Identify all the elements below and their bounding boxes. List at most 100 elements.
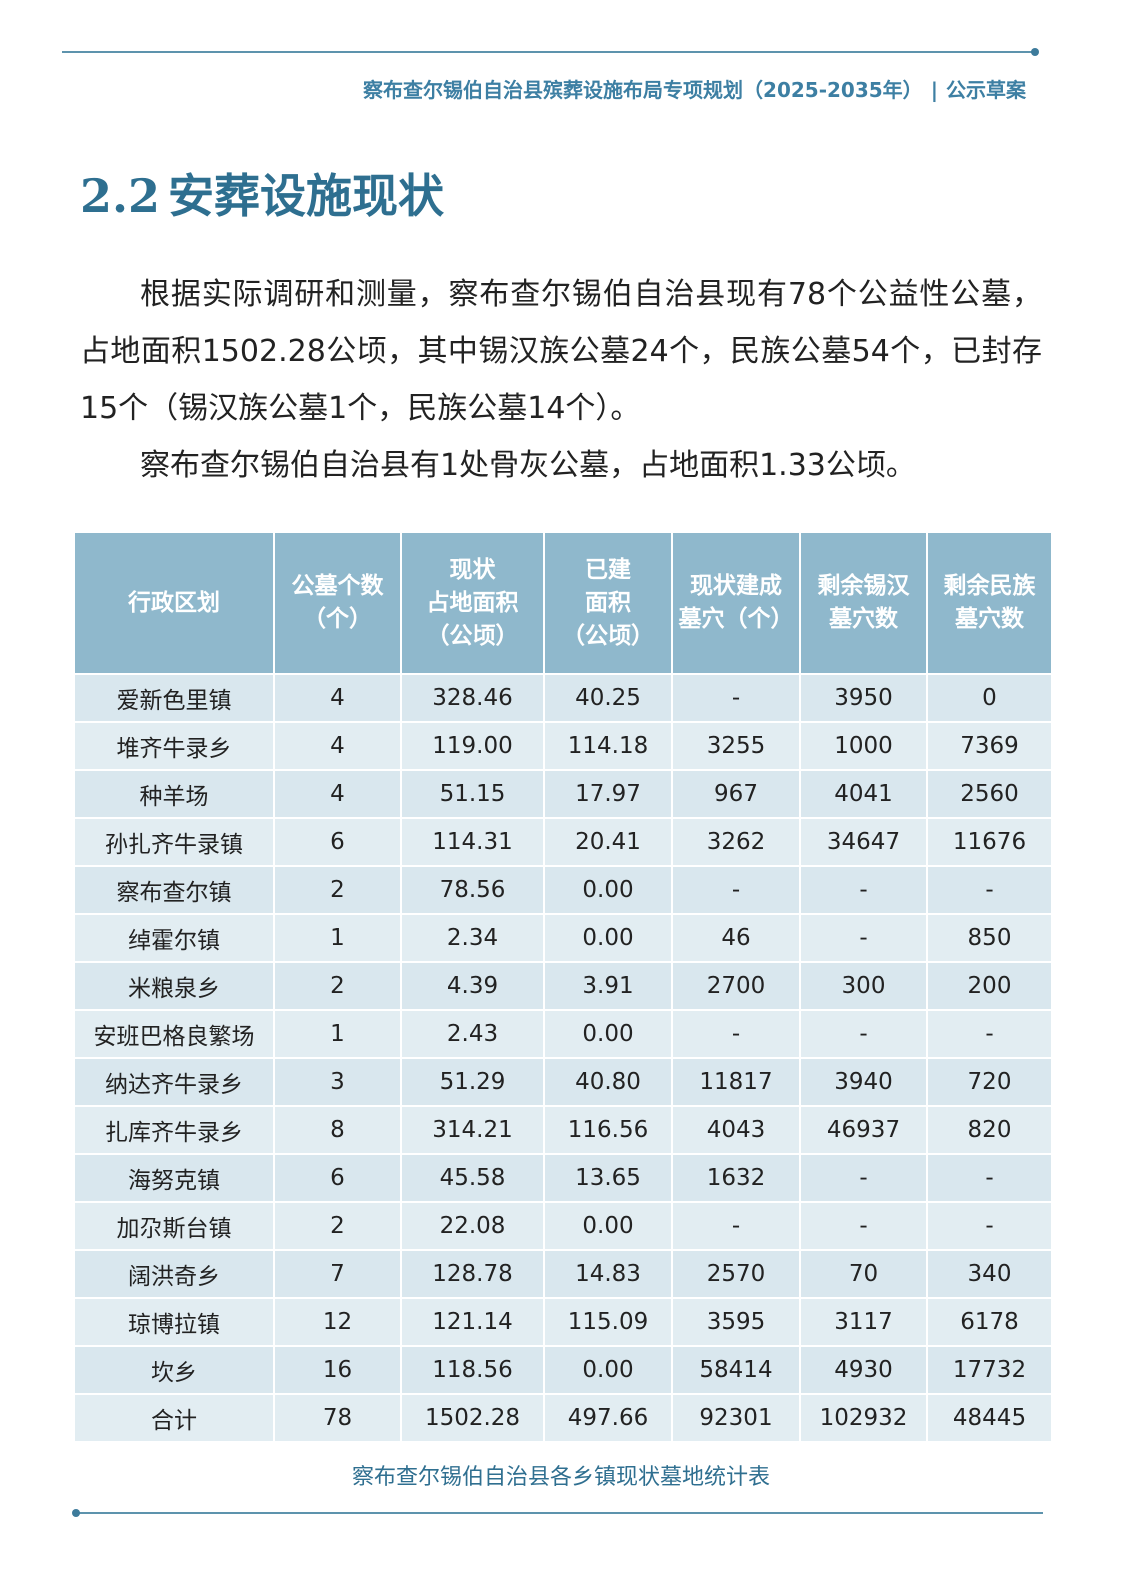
bottom-rule bbox=[75, 1512, 1043, 1514]
table-cell: 14.83 bbox=[543, 1249, 673, 1299]
table-cell: 1502.28 bbox=[400, 1393, 545, 1443]
header-title: 察布查尔锡伯自治县殡葬设施布局专项规划（2025-2035年） bbox=[363, 78, 923, 102]
table-cell: 46937 bbox=[799, 1105, 928, 1155]
table-cell: 1 bbox=[273, 1009, 402, 1059]
table-cell: 堆齐牛录乡 bbox=[73, 721, 275, 771]
body-text: 根据实际调研和测量，察布查尔锡伯自治县现有78个公益性公墓，占地面积1502.2… bbox=[80, 266, 1042, 494]
table-cell: 22.08 bbox=[400, 1201, 545, 1251]
header-row: 行政区划 公墓个数 （个） 现状 占地面积 （公顷） 已建 面积 （公顷） 现状建成 墓穴（个） 剩余… bbox=[73, 531, 1053, 675]
paragraph: 察布查尔锡伯自治县有1处骨灰公墓，占地面积1.33公顷。 bbox=[140, 448, 916, 483]
header-line: 已建 bbox=[585, 556, 631, 583]
header-line: （公顷） bbox=[562, 622, 654, 649]
table-cell: 119.00 bbox=[400, 721, 545, 771]
table-cell: 45.58 bbox=[400, 1153, 545, 1203]
table-row: 孙扎齐牛录镇 6 114.31 20.41 3262 34647 11676 bbox=[73, 817, 1053, 867]
table-cell: 20.41 bbox=[543, 817, 673, 867]
separator: | bbox=[930, 78, 938, 102]
table-cell: 114.18 bbox=[543, 721, 673, 771]
table-cell: 坎乡 bbox=[73, 1345, 275, 1395]
top-dot bbox=[1031, 48, 1039, 56]
header-line: （个） bbox=[303, 606, 372, 632]
table-cell: 720 bbox=[926, 1057, 1053, 1107]
table-cell: 17.97 bbox=[543, 769, 673, 819]
table-cell: 2 bbox=[273, 1201, 402, 1251]
table-cell: 58414 bbox=[671, 1345, 801, 1395]
table-cell: 328.46 bbox=[400, 673, 545, 723]
section-title: 安葬设施现状 bbox=[168, 169, 445, 223]
table-cell: 2570 bbox=[671, 1249, 801, 1299]
header-line: 剩余锡汉 bbox=[817, 573, 910, 599]
table-row: 阔洪奇乡 7 128.78 14.83 2570 70 340 bbox=[73, 1249, 1053, 1299]
table-cell: 种羊场 bbox=[73, 769, 275, 819]
table-cell: 0.00 bbox=[543, 1009, 673, 1059]
table-cell: 1000 bbox=[799, 721, 928, 771]
table-row: 堆齐牛录乡 4 119.00 114.18 3255 1000 7369 bbox=[73, 721, 1053, 771]
table-cell: 绰霍尔镇 bbox=[73, 913, 275, 963]
table-cell: 92301 bbox=[671, 1393, 801, 1443]
table-cell: 497.66 bbox=[543, 1393, 673, 1443]
table-cell: 2.43 bbox=[400, 1009, 545, 1059]
section-number: 2.2 bbox=[80, 169, 161, 223]
header-tag: 公示草案 bbox=[946, 78, 1026, 102]
table-cell: 314.21 bbox=[400, 1105, 545, 1155]
table-row: 合计 78 1502.28 497.66 92301 102932 48445 bbox=[73, 1393, 1053, 1443]
table-cell: 11676 bbox=[926, 817, 1053, 867]
header-cell: 公墓个数 （个） bbox=[273, 531, 402, 675]
table-cell: - bbox=[671, 673, 801, 723]
table-row: 爱新色里镇 4 328.46 40.25-3950 0 bbox=[73, 673, 1053, 723]
header-line: 墓穴数 bbox=[829, 606, 898, 632]
table-cell: 孙扎齐牛录镇 bbox=[73, 817, 275, 867]
table-cell: 4930 bbox=[799, 1345, 928, 1395]
table-cell: 34647 bbox=[799, 817, 928, 867]
table-cell: 3.91 bbox=[543, 961, 673, 1011]
table-cell: 967 bbox=[671, 769, 801, 819]
stats-table: 行政区划 公墓个数 （个） 现状 占地面积 （公顷） 已建 面积 （公顷） 现状建成 墓穴（个） 剩余… bbox=[73, 531, 1053, 1443]
table-cell: 3950 bbox=[799, 673, 928, 723]
table-cell: 102932 bbox=[799, 1393, 928, 1443]
table-cell: 3117 bbox=[799, 1297, 928, 1347]
table-cell: 米粮泉乡 bbox=[73, 961, 275, 1011]
table-cell: 2560 bbox=[926, 769, 1053, 819]
table-cell: 4043 bbox=[671, 1105, 801, 1155]
table-cell: 51.29 bbox=[400, 1057, 545, 1107]
header-line: 墓穴数 bbox=[955, 606, 1024, 632]
table-cell: 6 bbox=[273, 1153, 402, 1203]
table-cell: 4041 bbox=[799, 769, 928, 819]
table-cell: 118.56 bbox=[400, 1345, 545, 1395]
table-cell: 2700 bbox=[671, 961, 801, 1011]
table-cell: 11817 bbox=[671, 1057, 801, 1107]
table-cell: 850 bbox=[926, 913, 1053, 963]
table-cell: 13.65 bbox=[543, 1153, 673, 1203]
table-row: 绰霍尔镇 1 2.34 0.00 46-850 bbox=[73, 913, 1053, 963]
header-line: 行政区划 bbox=[128, 589, 220, 616]
table-cell: - bbox=[926, 1201, 1053, 1251]
table-row: 纳达齐牛录乡 3 51.29 40.80 11817 3940 720 bbox=[73, 1057, 1053, 1107]
table-row: 米粮泉乡 2 4.39 3.91 2700 300 200 bbox=[73, 961, 1053, 1011]
table-cell: - bbox=[799, 913, 928, 963]
table-cell: 琼博拉镇 bbox=[73, 1297, 275, 1347]
table-cell: 海努克镇 bbox=[73, 1153, 275, 1203]
header-line: 现状建成 bbox=[690, 573, 782, 599]
table-cell: 300 bbox=[799, 961, 928, 1011]
table-cell: - bbox=[926, 1009, 1053, 1059]
table-cell: 8 bbox=[273, 1105, 402, 1155]
table-cell: 40.25 bbox=[543, 673, 673, 723]
table-cell: 17732 bbox=[926, 1345, 1053, 1395]
table-cell: 78.56 bbox=[400, 865, 545, 915]
table-row: 加尕斯台镇 2 22.08 0.00- - - bbox=[73, 1201, 1053, 1251]
table-cell: 察布查尔镇 bbox=[73, 865, 275, 915]
table-cell: 115.09 bbox=[543, 1297, 673, 1347]
table-cell: 扎库齐牛录乡 bbox=[73, 1105, 275, 1155]
top-rule bbox=[62, 51, 1034, 53]
table-cell: 70 bbox=[799, 1249, 928, 1299]
running-header: 察布查尔锡伯自治县殡葬设施布局专项规划（2025-2035年） | 公示草案 bbox=[363, 74, 1026, 103]
table-cell: 200 bbox=[926, 961, 1053, 1011]
table-cell: 7369 bbox=[926, 721, 1053, 771]
table-cell: 1632 bbox=[671, 1153, 801, 1203]
table-cell: - bbox=[799, 1009, 928, 1059]
table-cell: 121.14 bbox=[400, 1297, 545, 1347]
table-cell: 阔洪奇乡 bbox=[73, 1249, 275, 1299]
paragraph: 根据实际调研和测量，察布查尔锡伯自治县现有78个公益性公墓，占地面积1502.2… bbox=[80, 277, 1042, 426]
table-row: 种羊场 4 51.15 17.97 967 4041 2560 bbox=[73, 769, 1053, 819]
